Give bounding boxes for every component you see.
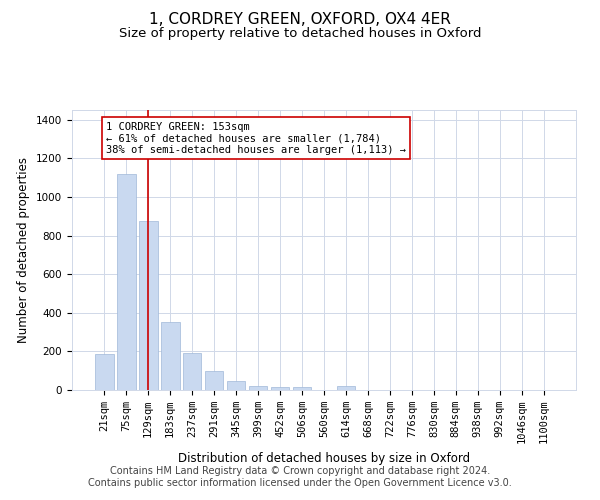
Text: 1, CORDREY GREEN, OXFORD, OX4 4ER: 1, CORDREY GREEN, OXFORD, OX4 4ER	[149, 12, 451, 28]
Bar	[337, 386, 355, 390]
Bar	[117, 174, 136, 390]
Text: Size of property relative to detached houses in Oxford: Size of property relative to detached ho…	[119, 28, 481, 40]
Bar	[227, 380, 245, 390]
Bar	[95, 354, 113, 390]
Bar	[161, 322, 179, 390]
Text: Contains HM Land Registry data © Crown copyright and database right 2024.
Contai: Contains HM Land Registry data © Crown c…	[88, 466, 512, 487]
Y-axis label: Number of detached properties: Number of detached properties	[17, 157, 31, 343]
Text: 1 CORDREY GREEN: 153sqm
← 61% of detached houses are smaller (1,784)
38% of semi: 1 CORDREY GREEN: 153sqm ← 61% of detache…	[106, 122, 406, 155]
Bar	[249, 386, 268, 390]
Bar	[205, 370, 223, 390]
Bar	[183, 354, 202, 390]
Bar	[139, 221, 158, 390]
X-axis label: Distribution of detached houses by size in Oxford: Distribution of detached houses by size …	[178, 452, 470, 465]
Bar	[293, 388, 311, 390]
Bar	[271, 386, 289, 390]
